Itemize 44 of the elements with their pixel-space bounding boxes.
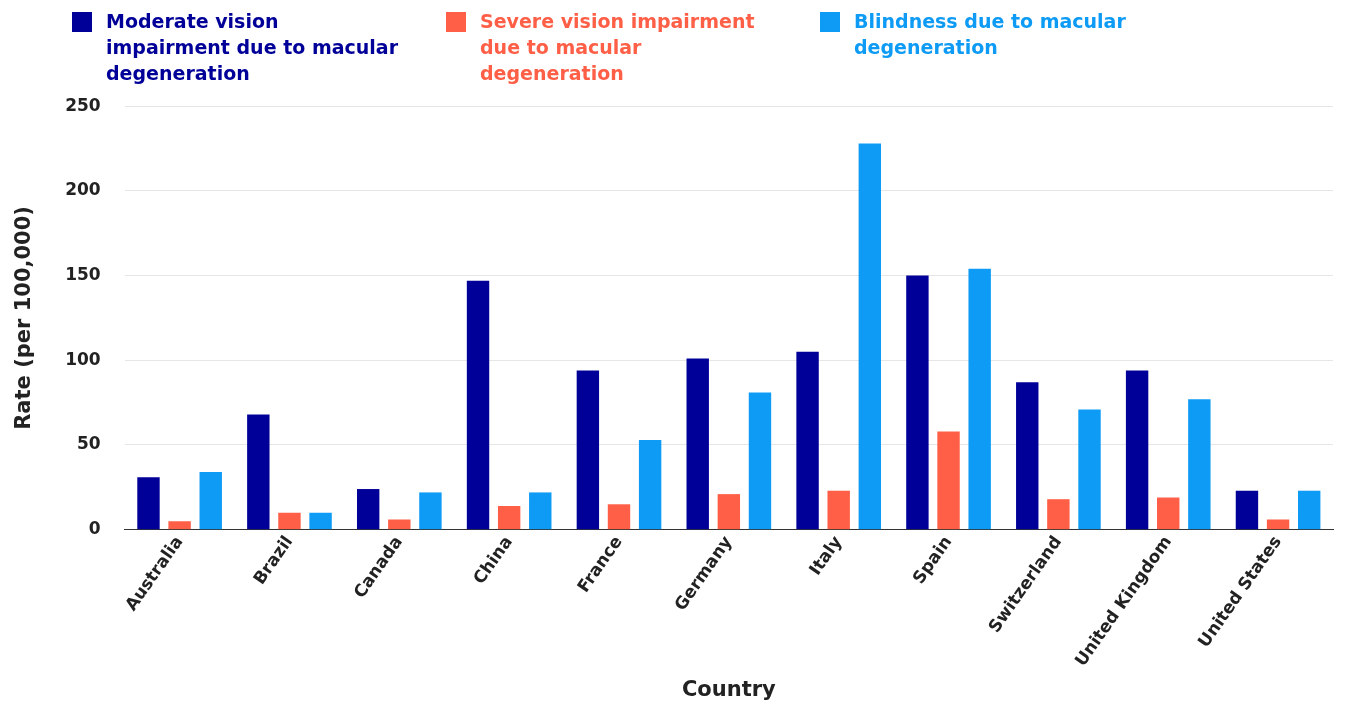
- bar: [686, 358, 709, 530]
- bar: [607, 504, 631, 530]
- bar: [1266, 519, 1290, 530]
- bar: [638, 439, 662, 530]
- bar: [529, 492, 552, 530]
- bar: [419, 492, 442, 530]
- bar: [1235, 490, 1259, 530]
- bar: [137, 477, 160, 530]
- bar: [199, 472, 222, 530]
- bar: [497, 505, 521, 530]
- bar: [858, 143, 882, 530]
- bar: [247, 414, 270, 530]
- x-axis-title: Country: [681, 676, 777, 701]
- bar: [466, 280, 490, 530]
- bar: [968, 268, 991, 530]
- y-tick-label: 250: [65, 94, 101, 115]
- bar: [1188, 399, 1211, 530]
- bar: [356, 489, 380, 530]
- bar: [576, 370, 600, 530]
- bar: [1047, 499, 1070, 530]
- y-tick-label: 0: [88, 518, 101, 539]
- y-tick-label: 100: [65, 348, 101, 369]
- bar: [906, 275, 929, 530]
- y-tick-label: 150: [65, 264, 101, 285]
- bar: [827, 490, 850, 530]
- bar: [278, 512, 301, 530]
- bar: [1157, 497, 1180, 530]
- y-axis-title: Rate (per 100,000): [11, 206, 36, 430]
- legend-label: Severe vision impairment due to macular degeneration: [480, 9, 756, 86]
- bar: [1125, 370, 1149, 530]
- bar: [1298, 490, 1321, 530]
- y-tick-label: 200: [65, 179, 101, 200]
- legend-label: Blindness due to macular degeneration: [854, 9, 1127, 60]
- legend-label: Moderate vision impairment due to macular degeneration: [106, 9, 399, 86]
- bar: [388, 519, 411, 530]
- bar: [796, 351, 819, 530]
- bar: [937, 431, 960, 530]
- y-tick-label: 50: [77, 433, 101, 454]
- bar: [1078, 409, 1101, 530]
- bar: [168, 521, 191, 530]
- bar: [748, 392, 772, 530]
- bar: [1016, 382, 1039, 530]
- bar: [717, 494, 741, 530]
- bar: [309, 512, 332, 530]
